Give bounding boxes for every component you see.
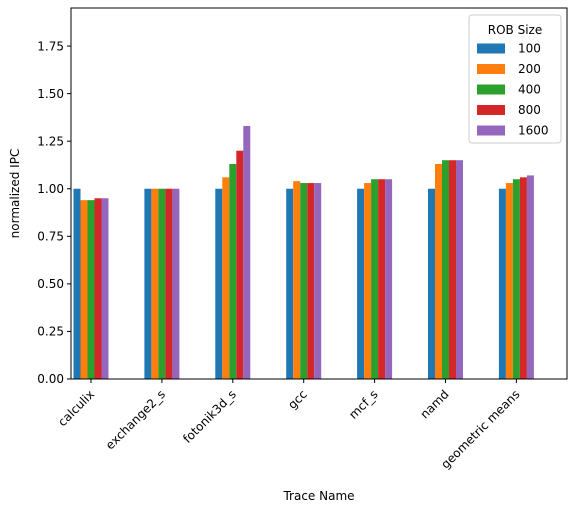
bar-gcc-100 (286, 188, 294, 379)
bar-gcc-800 (307, 183, 315, 379)
bar-exchange2-s-100 (144, 188, 152, 379)
bar-geometric-means-800 (519, 177, 527, 379)
bar-calculix-200 (80, 200, 88, 379)
legend-swatch-1600 (477, 125, 505, 136)
legend-label-1600: 1600 (518, 124, 549, 138)
bar-calculix-800 (94, 198, 102, 379)
plot-frame (70, 7, 568, 380)
bar-gcc-400 (300, 183, 308, 379)
legend-swatch-400 (477, 84, 505, 95)
y-tick-label: 0.00 (37, 372, 64, 386)
y-tick-label: 0.25 (37, 325, 64, 339)
bar-calculix-400 (87, 200, 95, 379)
legend-title: ROB Size (488, 23, 542, 37)
x-tick-label: gcc (285, 387, 310, 412)
legend-items: 100 200 400 800 1600 (477, 42, 549, 138)
bar-geometric-means-200 (505, 183, 513, 379)
x-axis: calculix exchange2_s fotonik3d_s gcc mcf_s na… (55, 379, 523, 471)
bar-exchange2-s-1600 (172, 188, 180, 379)
legend-swatch-100 (477, 43, 505, 54)
bar-mcf-s-400 (371, 179, 379, 379)
bar-exchange2-s-800 (165, 188, 173, 379)
bar-gcc-1600 (314, 183, 322, 379)
bar-mcf-s-800 (378, 179, 386, 379)
legend-label-400: 400 (518, 83, 541, 97)
legend-label-800: 800 (518, 103, 541, 117)
y-tick-label: 0.50 (37, 277, 64, 291)
y-tick-label: 1.25 (37, 134, 64, 148)
bar-calculix-100 (73, 188, 81, 379)
x-tick-label: geometric means (438, 387, 522, 471)
legend-swatch-800 (477, 105, 505, 115)
bar-gcc-200 (293, 181, 301, 379)
y-tick-label: 1.75 (37, 39, 64, 53)
y-axis-label: normalized IPC (8, 149, 22, 239)
bar-geometric-means-100 (498, 188, 506, 379)
bar-namd-200 (435, 164, 442, 379)
bar-fotonik3d-s-400 (229, 164, 237, 379)
bar-mcf-s-1600 (385, 179, 393, 379)
x-tick-label: mcf_s (346, 387, 380, 421)
bar-fotonik3d-s-200 (222, 177, 230, 379)
bar-mcf-s-100 (357, 188, 365, 379)
y-tick-label: 0.75 (37, 230, 64, 244)
bar-geometric-means-1600 (526, 175, 534, 379)
y-axis: 0.00 0.25 0.50 0.75 1.00 1.25 1.50 1.75 (37, 39, 71, 386)
bars-layer (73, 125, 534, 380)
x-tick-label: fotonik3d_s (180, 387, 239, 446)
x-axis-label: Trace Name (282, 489, 354, 503)
legend-swatch-200 (477, 64, 505, 74)
bar-exchange2-s-200 (151, 188, 159, 379)
bar-namd-1600 (456, 160, 463, 379)
x-tick-label: namd (417, 387, 451, 421)
bar-namd-100 (428, 188, 435, 379)
x-tick-label: calculix (55, 387, 97, 429)
bar-fotonik3d-s-100 (215, 188, 223, 379)
bar-fotonik3d-s-1600 (243, 125, 251, 380)
bar-mcf-s-200 (364, 183, 372, 379)
bar-namd-800 (449, 160, 456, 379)
bar-fotonik3d-s-800 (236, 150, 244, 379)
legend-label-100: 100 (518, 42, 541, 56)
x-tick-label: exchange2_s (103, 387, 168, 452)
y-tick-label: 1.00 (37, 182, 64, 196)
bar-geometric-means-400 (512, 179, 520, 379)
bar-exchange2-s-400 (158, 188, 166, 379)
y-tick-label: 1.50 (37, 87, 64, 101)
bar-calculix-1600 (101, 198, 109, 379)
bar-namd-400 (442, 160, 449, 379)
legend: ROB Size 100 200 400 800 1600 (468, 14, 562, 144)
legend-label-200: 200 (518, 62, 541, 76)
